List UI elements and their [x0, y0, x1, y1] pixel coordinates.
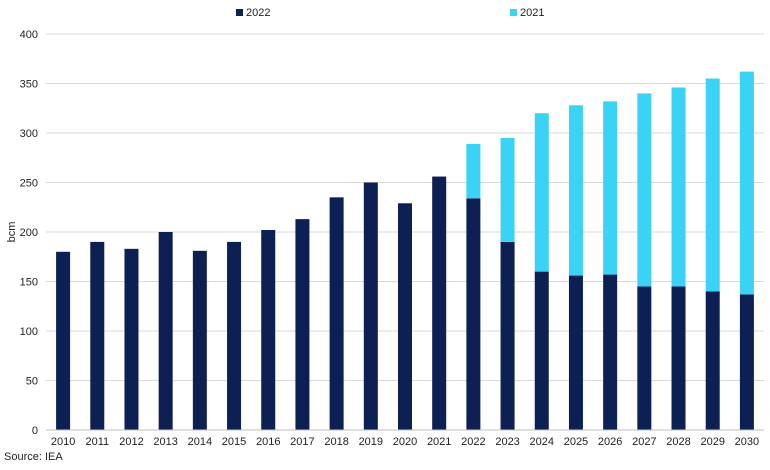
- x-tick-label: 2010: [51, 436, 75, 448]
- bar-2021-2029: [705, 78, 720, 292]
- y-tick-label: 250: [20, 178, 38, 190]
- legend-label: 2022: [246, 7, 270, 19]
- y-tick-label: 300: [20, 128, 38, 140]
- bar-2022-2015: [227, 241, 242, 430]
- y-tick-label: 200: [20, 227, 38, 239]
- bar-2022-2020: [398, 203, 412, 430]
- legend-label: 2021: [520, 7, 544, 19]
- bar-2022-2030: [739, 294, 754, 430]
- bar-2022-2022: [466, 198, 481, 430]
- x-tick-label: 2026: [598, 436, 622, 448]
- bar-2022-2011: [90, 241, 105, 430]
- y-axis-title: bcm: [6, 222, 18, 243]
- x-tick-label: 2021: [427, 436, 451, 448]
- bar-2022-2025: [568, 275, 583, 430]
- y-axis-ticks: 0 50 100 150 200 250 300 350 400: [20, 29, 38, 437]
- x-tick-label: 2022: [461, 436, 485, 448]
- bar-2022-2021: [432, 176, 447, 430]
- legend-swatch: [236, 9, 243, 16]
- bar-2022-2013: [158, 232, 173, 430]
- bar-2022-2024: [534, 271, 549, 430]
- legend-swatch: [510, 9, 517, 16]
- y-tick-label: 400: [20, 29, 38, 41]
- bar-2021-2028: [671, 87, 686, 287]
- bar-2021-2023: [500, 137, 515, 242]
- x-tick-label: 2016: [256, 436, 280, 448]
- bar-2021-2027: [637, 93, 652, 287]
- bar-2022-2010: [56, 251, 71, 430]
- bar-2022-2014: [192, 250, 207, 430]
- x-tick-label: 2017: [290, 436, 314, 448]
- bar-2022-2019: [363, 182, 378, 430]
- x-tick-label: 2024: [530, 436, 554, 448]
- x-tick-label: 2030: [735, 436, 759, 448]
- x-tick-label: 2023: [495, 436, 519, 448]
- x-tick-label: 2029: [700, 436, 724, 448]
- x-tick-label: 2025: [564, 436, 588, 448]
- y-tick-label: 50: [26, 376, 38, 388]
- bar-2022-2026: [603, 274, 618, 430]
- x-tick-label: 2012: [119, 436, 143, 448]
- bar-2021-2024: [534, 113, 549, 272]
- bar-2021-2025: [568, 105, 583, 276]
- x-tick-label: 2013: [153, 436, 177, 448]
- bar-2022-2029: [705, 291, 720, 430]
- y-tick-label: 100: [20, 326, 38, 338]
- bar-2021-2030: [739, 71, 754, 295]
- bar-2022-2016: [261, 230, 276, 430]
- x-tick-label: 2011: [85, 436, 109, 448]
- x-tick-label: 2015: [222, 436, 246, 448]
- bar-2022-2027: [637, 286, 652, 430]
- bar-2022-2012: [124, 248, 139, 430]
- legend: 2022 2021: [236, 7, 544, 19]
- source-note: Source: IEA: [4, 451, 63, 463]
- x-tick-label: 2020: [393, 436, 417, 448]
- bar-2021-2026: [603, 101, 618, 275]
- x-tick-label: 2027: [632, 436, 656, 448]
- x-tick-label: 2019: [359, 436, 383, 448]
- bars: [56, 71, 754, 430]
- y-tick-label: 350: [20, 79, 38, 91]
- bar-2022-2028: [671, 286, 686, 430]
- y-tick-label: 0: [32, 425, 38, 437]
- x-tick-label: 2028: [666, 436, 690, 448]
- bar-2022-2018: [329, 197, 344, 430]
- x-tick-label: 2018: [324, 436, 348, 448]
- x-tick-label: 2014: [188, 436, 212, 448]
- bar-2022-2023: [500, 241, 515, 430]
- bar-2021-2022: [466, 143, 481, 199]
- y-tick-label: 150: [20, 277, 38, 289]
- x-axis-ticks: 2010 2011 2012 2013 2014 2015 2016 2017 2018 2019…: [51, 436, 759, 448]
- bar-2022-2017: [295, 219, 310, 430]
